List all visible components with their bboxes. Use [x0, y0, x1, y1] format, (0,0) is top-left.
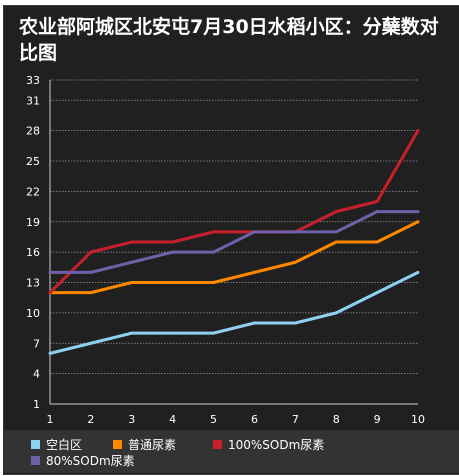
- legend-label: 80%SODm尿素: [46, 454, 135, 468]
- data-point: [130, 281, 134, 284]
- legend: 空白区 普通尿素 100%SODm尿素 80%SODm尿素: [3, 430, 459, 473]
- x-tick-label: 4: [169, 413, 176, 426]
- data-point: [130, 331, 134, 335]
- chart-title: 农业部阿城区北安屯7月30日水稻小区：分蘖数对比图: [19, 16, 439, 64]
- x-tick-label: 3: [128, 413, 135, 426]
- data-point: [212, 281, 216, 284]
- series-line-1: [49, 271, 419, 355]
- y-tick-label: 28: [26, 125, 40, 138]
- data-point: [375, 210, 379, 214]
- data-point: [89, 341, 93, 345]
- data-point: [171, 240, 175, 244]
- data-point: [416, 129, 420, 133]
- data-point: [48, 291, 52, 295]
- data-point: [89, 250, 93, 254]
- legend-swatch: [31, 456, 40, 465]
- legend-swatch: [213, 440, 222, 449]
- data-point: [130, 260, 134, 264]
- legend-label: 100%SODm尿素: [228, 438, 325, 452]
- y-tick-label: 31: [26, 94, 40, 107]
- y-tick-label: 25: [26, 155, 40, 168]
- series-line-3: [48, 129, 420, 294]
- x-tick-label: 2: [87, 413, 94, 426]
- legend-swatch: [113, 440, 122, 449]
- data-point: [375, 240, 379, 244]
- data-point: [130, 240, 134, 244]
- x-tick-label: 1: [47, 413, 54, 426]
- data-point: [212, 331, 216, 335]
- y-tick-label: 13: [26, 277, 40, 290]
- data-point: [171, 331, 175, 335]
- data-point: [252, 270, 256, 274]
- x-tick-label: 8: [333, 413, 340, 426]
- y-tick-label: 4: [33, 368, 40, 381]
- x-tick-label: 6: [251, 413, 258, 426]
- data-point: [89, 270, 93, 274]
- data-point: [334, 210, 338, 214]
- data-point: [334, 230, 338, 234]
- data-point: [89, 291, 93, 295]
- x-tick-label: 5: [210, 413, 217, 426]
- data-point: [293, 230, 297, 234]
- y-tick-label: 16: [26, 246, 40, 259]
- data-point: [171, 250, 175, 254]
- data-point: [48, 351, 52, 355]
- x-tick-label: 9: [374, 413, 381, 426]
- data-point: [416, 210, 420, 214]
- data-point: [252, 230, 256, 234]
- data-point: [171, 281, 175, 284]
- series-line-2: [50, 220, 419, 295]
- data-point: [375, 200, 379, 203]
- y-tick-label: 1: [33, 398, 40, 411]
- x-tick-label: 7: [292, 413, 299, 426]
- legend-label: 空白区: [46, 438, 83, 452]
- data-point: [293, 260, 297, 264]
- data-point: [212, 250, 216, 254]
- legend-item: 普通尿素: [113, 436, 176, 453]
- y-tick-label: 10: [26, 307, 40, 320]
- data-point: [375, 291, 379, 295]
- legend-swatch: [31, 440, 40, 449]
- data-point: [48, 270, 52, 274]
- data-point: [334, 240, 338, 244]
- y-tick-label: 22: [26, 185, 40, 198]
- x-tick-label: 10: [411, 413, 425, 426]
- legend-item: 100%SODm尿素: [213, 436, 324, 453]
- data-point: [212, 230, 216, 234]
- data-point: [334, 311, 338, 315]
- y-tick-label: 7: [33, 337, 40, 350]
- data-point: [252, 321, 256, 325]
- legend-label: 普通尿素: [128, 438, 177, 452]
- legend-item: 80%SODm尿素: [31, 452, 135, 469]
- y-tick-label: 19: [26, 216, 40, 229]
- data-point: [416, 270, 420, 274]
- series-line-4: [50, 210, 418, 274]
- data-point: [416, 220, 420, 224]
- legend-item: 空白区: [31, 436, 82, 453]
- data-point: [293, 321, 297, 325]
- y-tick-label: 33: [26, 74, 40, 87]
